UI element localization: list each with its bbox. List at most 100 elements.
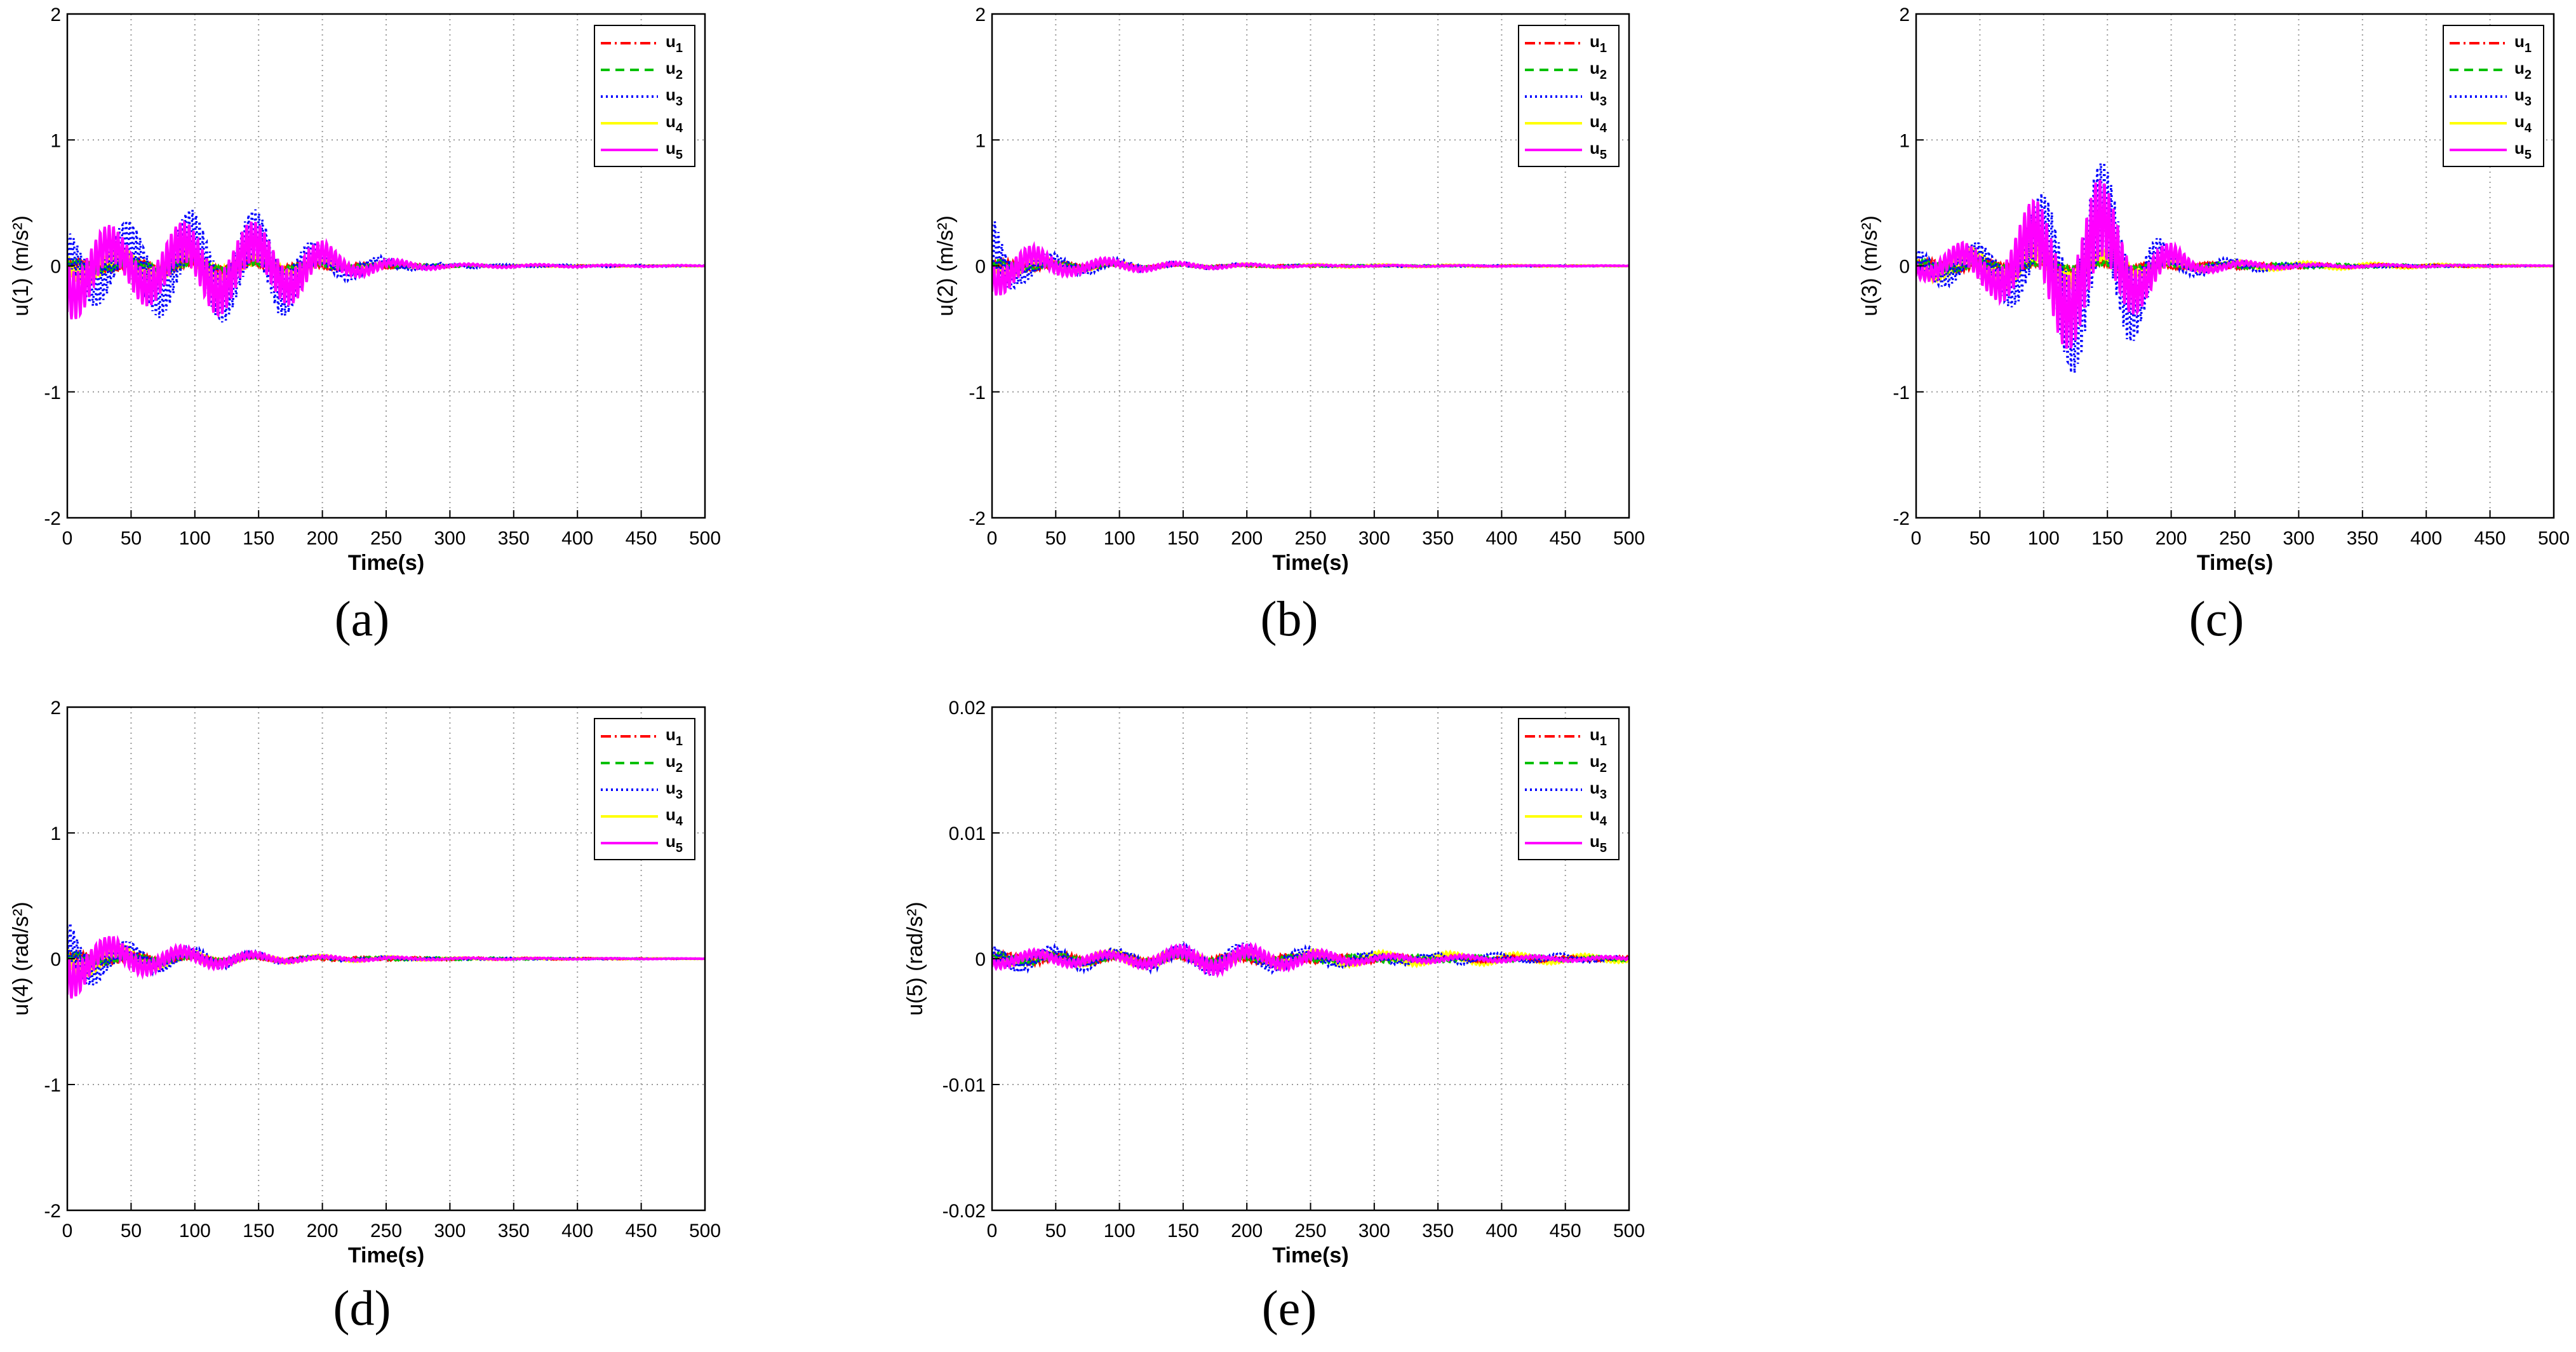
x-tick-label: 150 [243,1220,274,1241]
y-tick-label: 2 [50,4,61,25]
x-tick-label: 300 [1358,1220,1390,1241]
legend-label-u3: u3 [666,778,683,802]
x-tick-label: 100 [1104,528,1136,549]
x-tick-label: 200 [307,1220,339,1241]
legend-label-u1: u1 [1590,32,1607,55]
y-tick-label: 0 [975,949,986,970]
y-tick-label: -1 [44,382,61,403]
x-tick-label: 250 [1294,1220,1326,1241]
y-tick-label: 2 [1899,4,1910,25]
panel-label-e: (e) [1262,1280,1317,1335]
x-tick-label: 500 [689,528,721,549]
x-tick-label: 0 [987,1220,998,1241]
x-tick-label: 250 [370,528,402,549]
panel-label-c: (c) [2189,591,2244,646]
y-tick-label: 0.02 [949,698,986,719]
x-tick-label: 400 [2410,528,2442,549]
panel-label-b: (b) [1261,591,1318,646]
x-tick-label: 100 [179,528,211,549]
legend-label-u4: u4 [1590,112,1607,135]
chart-d: 0 50 100 150 200 250 300 350 400 450 500 -2 -1 0 1 2 Tim… [9,698,721,1268]
chart-b: 0 50 100 150 200 250 300 350 400 450 500 -2 -1 0 1 2 Tim… [934,4,1645,575]
legend: u1 u2 u3 u4 u5 [1518,25,1620,167]
x-tick-label: 400 [1486,528,1517,549]
x-tick-label: 300 [1358,528,1390,549]
y-tick-label: -0.01 [943,1075,986,1096]
series-group [992,221,1629,296]
x-tick-label: 0 [987,528,998,549]
x-tick-label: 450 [626,1220,657,1241]
x-tick-label: 250 [2219,528,2251,549]
legend-label-u2: u2 [2514,58,2532,82]
x-tick-label: 450 [626,528,657,549]
x-tick-label: 300 [434,1220,466,1241]
legend: u1 u2 u3 u4 u5 [594,718,695,860]
y-tick-label: -1 [44,1075,61,1096]
x-axis-label: Time(s) [348,551,424,575]
series-line-u5 [992,241,1629,296]
y-tick-label: -2 [1893,508,1910,529]
y-tick-label: -2 [44,1201,61,1222]
legend-label-u2: u2 [666,58,683,82]
legend-label-u5: u5 [666,832,683,855]
legend-label-u3: u3 [1590,85,1607,109]
x-tick-label: 250 [370,1220,402,1241]
y-axis-label: u(5) (rad/s²) [903,902,927,1015]
x-tick-label: 500 [2538,528,2570,549]
x-axis-label: Time(s) [2197,551,2273,575]
x-tick-label: 150 [2091,528,2123,549]
x-tick-label: 0 [62,1220,73,1241]
legend: u1 u2 u3 u4 u5 [1518,718,1620,860]
x-tick-label: 100 [2028,528,2060,549]
x-tick-label: 250 [1294,528,1326,549]
y-axis-label: u(3) (m/s²) [1858,215,1882,316]
y-tick-label: 0 [975,257,986,278]
chart-e: 0 50 100 150 200 250 300 350 400 450 500 -0.02 -0.01… [903,698,1645,1268]
legend-label-u2: u2 [666,752,683,775]
x-tick-label: 50 [1969,528,1990,549]
y-tick-label: 2 [50,698,61,719]
series-group [67,923,705,999]
series-line-u5 [1916,179,2554,349]
y-tick-label: -0.02 [943,1201,986,1222]
legend: u1 u2 u3 u4 u5 [594,25,695,167]
x-tick-label: 500 [1613,1220,1645,1241]
y-tick-label: -2 [44,508,61,529]
chart-c: 0 50 100 150 200 250 300 350 400 450 500 -2 -1 0 1 2 Tim… [1858,4,2570,575]
panel-label-d: (d) [333,1280,391,1335]
legend-label-u1: u1 [666,32,683,55]
y-axis-label: u(1) (m/s²) [9,215,33,316]
x-tick-label: 0 [1911,528,1922,549]
x-tick-label: 450 [1550,528,1581,549]
x-tick-label: 50 [121,1220,142,1241]
x-tick-label: 500 [689,1220,721,1241]
y-tick-label: 1 [50,130,61,151]
y-tick-label: -2 [969,508,986,529]
series-group [67,209,705,323]
series-group [1916,162,2554,374]
series-group [992,941,1629,978]
x-tick-label: 450 [1550,1220,1581,1241]
y-tick-label: 1 [1899,130,1910,151]
panel-label-a: (a) [335,591,390,646]
legend-label-u4: u4 [666,805,683,828]
x-tick-label: 200 [1231,528,1263,549]
chart-a: 0 50 100 150 200 250 300 350 400 450 500 -2 -1 0 1 2 Tim… [9,4,721,575]
y-tick-label: 0 [50,949,61,970]
x-tick-label: 350 [1422,1220,1454,1241]
x-tick-label: 200 [1231,1220,1263,1241]
legend-label-u4: u4 [2514,112,2532,135]
legend-label-u1: u1 [666,725,683,748]
x-tick-label: 400 [1486,1220,1517,1241]
legend-label-u5: u5 [1590,832,1607,855]
y-tick-label: 0 [50,257,61,278]
x-tick-label: 300 [2283,528,2314,549]
y-tick-label: 0.01 [949,823,986,844]
legend-label-u4: u4 [1590,805,1607,828]
y-tick-label: 1 [975,130,986,151]
legend-label-u1: u1 [1590,725,1607,748]
x-tick-label: 150 [1167,528,1199,549]
legend-label-u4: u4 [666,112,683,135]
x-tick-label: 400 [561,1220,593,1241]
